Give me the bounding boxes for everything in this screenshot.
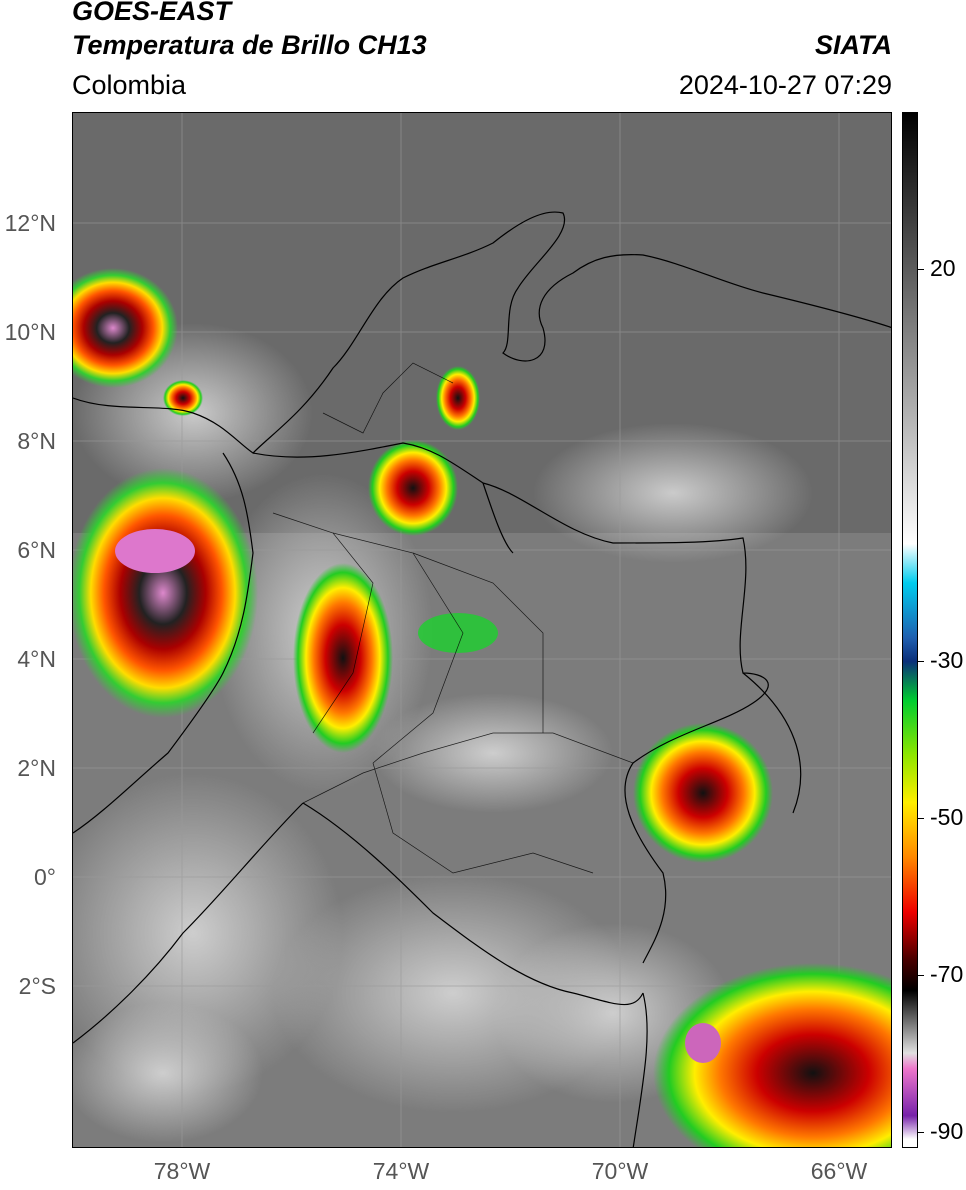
- lat-label-0: 0°: [34, 864, 56, 890]
- storm-amazon: [653, 963, 891, 1147]
- department-lines: [272, 362, 634, 874]
- colombia-border: [252, 442, 769, 1006]
- satellite-title: GOES-EAST: [72, 0, 232, 26]
- map-canvas: [73, 113, 891, 1147]
- colorbar-label: -50: [930, 804, 964, 831]
- storm-cells: [73, 268, 891, 1147]
- colorbar-tick: [918, 1132, 924, 1134]
- lat-label-4n: 4°N: [17, 646, 56, 672]
- colorbar-tick: [918, 661, 924, 663]
- storm-pacific: [73, 468, 258, 718]
- lon-label-66w: 66°W: [810, 1158, 868, 1184]
- lat-label-2n: 2°N: [17, 755, 56, 781]
- storm-antioquia: [368, 440, 458, 536]
- lon-label-70w: 70°W: [591, 1158, 649, 1184]
- amazon-border: [632, 992, 648, 1147]
- storm-amazon-core: [685, 1023, 721, 1063]
- colorbar-tick: [918, 268, 924, 270]
- boundaries: [73, 211, 891, 1147]
- colorbar-label: -70: [930, 961, 964, 988]
- storm-meta: [418, 613, 498, 653]
- colorbar-label: -90: [930, 1118, 964, 1145]
- colorbar-tick: [918, 818, 924, 820]
- pacific-coast: [73, 452, 304, 1044]
- lat-label-2s: 2°S: [18, 973, 56, 999]
- cloud-layer: [73, 323, 813, 1143]
- lat-label-12n: 12°N: [4, 210, 56, 236]
- lat-label-10n: 10°N: [4, 319, 56, 345]
- colorbar-label: 20: [930, 254, 956, 281]
- colorbar-label: -30: [930, 647, 964, 674]
- lat-label-8n: 8°N: [17, 428, 56, 454]
- lon-label-78w: 78°W: [153, 1158, 211, 1184]
- lat-label-6n: 6°N: [17, 537, 56, 563]
- graticule: [73, 113, 891, 1147]
- storm-vaupes: [633, 723, 773, 863]
- colorbar-tick: [918, 975, 924, 977]
- product-title: Temperatura de Brillo CH13: [72, 30, 427, 60]
- colorbar: [902, 112, 918, 1148]
- venezuela-border: [482, 482, 802, 814]
- storm-cesar: [436, 366, 480, 430]
- storm-darien: [163, 380, 203, 416]
- satellite-map[interactable]: [72, 112, 892, 1148]
- datetime-label: 2024-10-27 07:29: [678, 70, 892, 100]
- lon-label-74w: 74°W: [372, 1158, 430, 1184]
- region-label: Colombia: [72, 70, 187, 100]
- caribbean-coast: [73, 211, 891, 454]
- source-label: SIATA: [815, 30, 892, 60]
- storm-caribbean-nw: [73, 268, 178, 388]
- storm-pacific-core: [115, 529, 195, 573]
- storm-magdalena: [293, 563, 393, 753]
